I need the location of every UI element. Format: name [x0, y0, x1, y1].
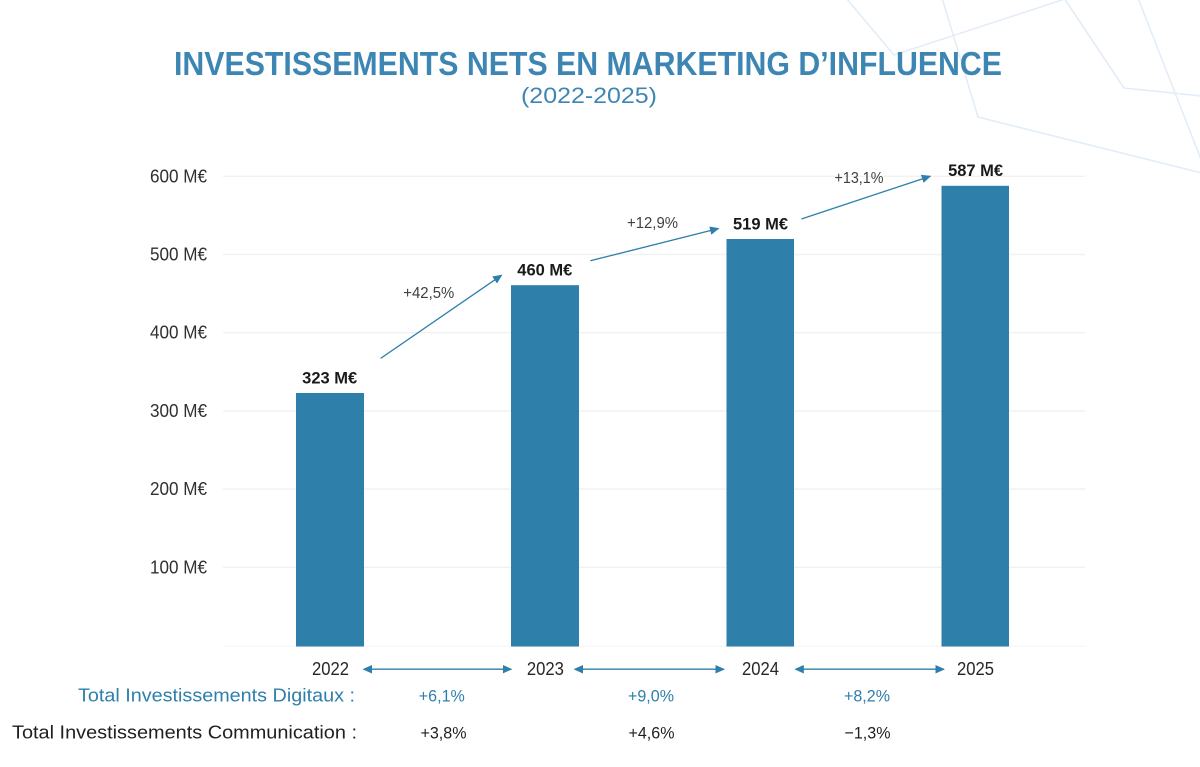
svg-text:200 M€: 200 M€ [150, 479, 207, 499]
svg-text:2025: 2025 [957, 659, 994, 679]
svg-text:+9,0%: +9,0% [628, 687, 674, 706]
svg-text:−1,3%: −1,3% [845, 724, 891, 743]
svg-text:2023: 2023 [527, 659, 564, 679]
svg-text:+4,6%: +4,6% [629, 724, 675, 743]
svg-text:+13,1%: +13,1% [835, 170, 884, 187]
svg-text:2024: 2024 [742, 659, 779, 679]
svg-text:323 M€: 323 M€ [302, 369, 357, 387]
svg-text:+8,2%: +8,2% [844, 687, 890, 706]
svg-text:Total Investissements Digitaux: Total Investissements Digitaux : [78, 686, 355, 706]
svg-text:(2022-2025): (2022-2025) [521, 83, 657, 108]
svg-text:+42,5%: +42,5% [403, 285, 454, 302]
svg-text:500 M€: 500 M€ [150, 245, 207, 265]
svg-text:400 M€: 400 M€ [150, 323, 207, 343]
svg-text:519 M€: 519 M€ [733, 215, 788, 233]
svg-text:587 M€: 587 M€ [948, 162, 1003, 180]
svg-text:600 M€: 600 M€ [150, 166, 207, 186]
svg-text:+3,8%: +3,8% [421, 724, 467, 743]
svg-text:+12,9%: +12,9% [627, 215, 678, 232]
svg-text:Total Investissements Communic: Total Investissements Communication : [12, 723, 357, 743]
svg-text:+6,1%: +6,1% [419, 687, 465, 706]
svg-text:INVESTISSEMENTS NETS EN MARKET: INVESTISSEMENTS NETS EN MARKETING D’INFL… [174, 45, 1002, 82]
svg-text:100 M€: 100 M€ [150, 557, 207, 577]
svg-text:300 M€: 300 M€ [150, 401, 207, 421]
svg-text:2022: 2022 [312, 659, 349, 679]
svg-text:460 M€: 460 M€ [517, 261, 572, 279]
